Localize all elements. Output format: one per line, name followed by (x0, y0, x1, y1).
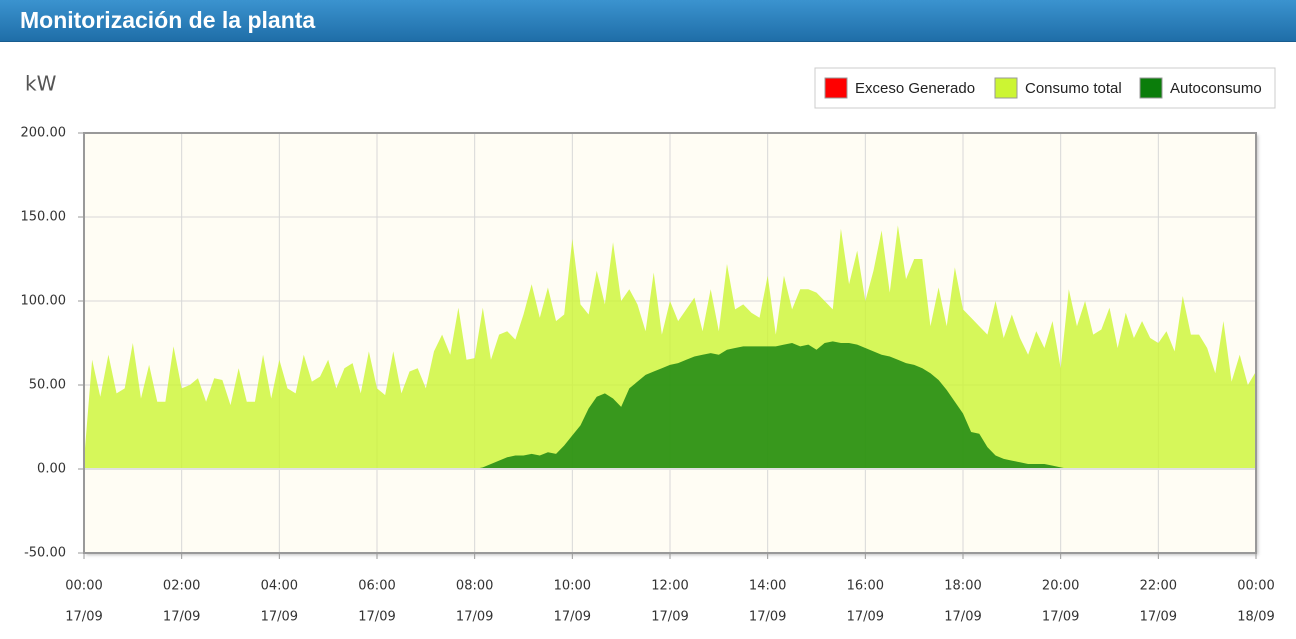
x-tick-label: 00:00 (1237, 579, 1274, 594)
x-tick-label: 18:00 (944, 579, 981, 594)
x-tick-label: 00:00 (65, 579, 102, 594)
legend-label: Consumo total (1025, 80, 1122, 97)
panel-title: Monitorización de la planta (20, 7, 316, 33)
axes: -50.00 0.00 50.00 100.00 150.00 200.00 00:00 17… (21, 126, 1275, 625)
y-axis-unit: kW (25, 72, 57, 96)
legend-label: Exceso Generado (855, 80, 975, 97)
x-tick-date: 17/09 (1140, 610, 1177, 625)
x-tick-date: 17/09 (1042, 610, 1079, 625)
x-tick-label: 04:00 (261, 579, 298, 594)
x-tick-date: 17/09 (749, 610, 786, 625)
y-tick-label: 0.00 (37, 462, 66, 477)
area (84, 225, 1256, 469)
legend: Exceso Generado Consumo total Autoconsumo (824, 77, 1262, 99)
legend-swatch (1139, 77, 1163, 99)
y-tick-label: 150.00 (21, 210, 67, 225)
area (84, 341, 1256, 469)
x-tick-label: 20:00 (1042, 579, 1079, 594)
y-tick-label: 200.00 (21, 126, 67, 141)
x-tick-date: 17/09 (847, 610, 884, 625)
x-tick-date: 17/09 (554, 610, 591, 625)
x-tick-date: 17/09 (65, 610, 102, 625)
x-tick-label: 16:00 (847, 579, 884, 594)
x-tick-label: 10:00 (554, 579, 591, 594)
legend-swatch (994, 77, 1018, 99)
areas (84, 225, 1256, 469)
y-tick-label: -50.00 (24, 546, 66, 561)
x-tick-date: 18/09 (1237, 610, 1274, 625)
x-tick-label: 02:00 (163, 579, 200, 594)
y-tick-label: 100.00 (21, 294, 67, 309)
x-tick-date: 17/09 (944, 610, 981, 625)
x-tick-date: 17/09 (456, 610, 493, 625)
legend-box (814, 67, 1276, 109)
x-tick-label: 14:00 (749, 579, 786, 594)
x-tick-date: 17/09 (358, 610, 395, 625)
x-tick-label: 22:00 (1140, 579, 1177, 594)
legend-label: Autoconsumo (1170, 80, 1262, 97)
x-tick-label: 12:00 (651, 579, 688, 594)
y-tick-label: 50.00 (29, 378, 66, 393)
chart: kW Exceso Generado Consumo total Autoconsu… (21, 67, 1276, 625)
panel-header: Monitorización de la planta (0, 0, 1296, 42)
x-tick-date: 17/09 (651, 610, 688, 625)
x-tick-label: 08:00 (456, 579, 493, 594)
x-tick-label: 06:00 (358, 579, 395, 594)
x-tick-date: 17/09 (261, 610, 298, 625)
legend-swatch (824, 77, 848, 99)
x-tick-date: 17/09 (163, 610, 200, 625)
